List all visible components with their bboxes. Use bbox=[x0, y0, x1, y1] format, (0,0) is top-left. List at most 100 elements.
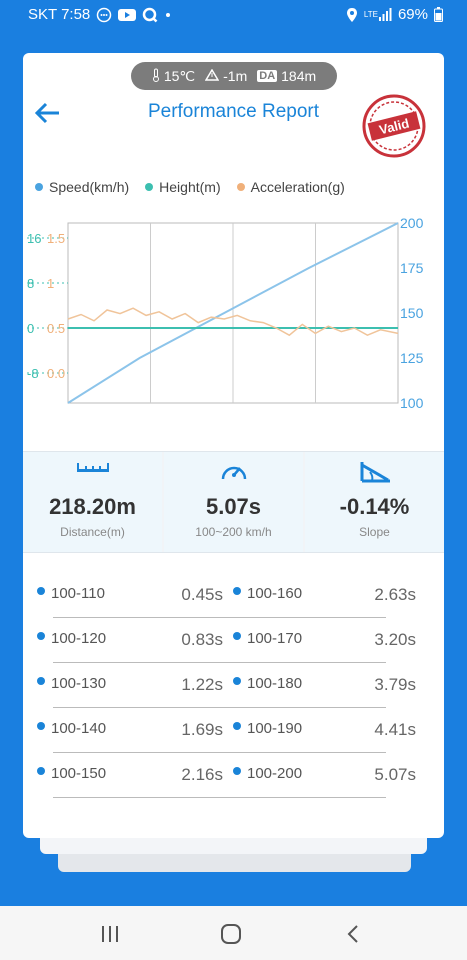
bullet-dot bbox=[233, 722, 241, 730]
density-altitude-value: 184m bbox=[281, 68, 317, 84]
split-range: 100-140 bbox=[51, 720, 107, 737]
bullet-dot bbox=[37, 767, 45, 775]
stat-distance: 218.20m Distance(m) bbox=[23, 452, 162, 552]
recent-apps-icon bbox=[102, 926, 118, 942]
legend-item-height: Height(m) bbox=[145, 177, 221, 197]
back-nav-button[interactable] bbox=[333, 920, 373, 948]
split-time: 2.16s bbox=[181, 765, 223, 784]
back-button[interactable] bbox=[31, 97, 63, 129]
search-app-icon bbox=[142, 7, 158, 23]
split-time: 0.45s bbox=[181, 585, 223, 604]
height-tick-label: 16 bbox=[27, 231, 41, 246]
lte-signal-icon: LTE bbox=[364, 7, 392, 22]
split-range: 100-200 bbox=[247, 765, 303, 782]
slope-label: Slope bbox=[359, 525, 390, 539]
speed-tick-label: 200 bbox=[400, 215, 424, 231]
legend-dot bbox=[35, 183, 43, 191]
time-value: 5.07s bbox=[205, 494, 262, 519]
distance-value: 218.20m bbox=[49, 494, 136, 519]
valid-stamp-icon: Valid bbox=[359, 93, 429, 159]
divider bbox=[53, 662, 386, 663]
split-row: 100-150 2.16s 100-200 5.07s bbox=[23, 753, 444, 798]
split-item: 100-180 3.79s bbox=[219, 663, 416, 708]
split-item: 100-120 0.83s bbox=[23, 618, 223, 663]
slope-icon bbox=[305, 460, 444, 484]
slope-value: -0.14% bbox=[339, 494, 410, 519]
split-range: 100-120 bbox=[51, 630, 107, 647]
battery-percent: 69% bbox=[397, 6, 428, 23]
stamp-label: Valid bbox=[378, 116, 411, 138]
page-title: Performance Report bbox=[147, 101, 320, 122]
da-badge: DA bbox=[257, 70, 278, 82]
speed-tick-label: 150 bbox=[400, 305, 424, 321]
legend-dot bbox=[145, 183, 154, 191]
split-range: 100-150 bbox=[51, 765, 107, 782]
youtube-icon bbox=[118, 8, 137, 22]
accel-tick-label: 0.0 bbox=[47, 366, 65, 381]
battery-icon bbox=[434, 7, 443, 22]
legend-label: Speed(km/h) bbox=[49, 179, 130, 195]
split-row: 100-140 1.69s 100-190 4.41s bbox=[23, 708, 444, 753]
legend-label: Height(m) bbox=[159, 179, 221, 195]
split-row: 100-120 0.83s 100-170 3.20s bbox=[23, 618, 444, 663]
split-range: 100-180 bbox=[247, 675, 303, 692]
bullet-dot bbox=[233, 767, 241, 775]
split-time: 2.63s bbox=[374, 585, 416, 604]
split-time: 4.41s bbox=[374, 720, 416, 739]
accel-tick-label: 1.5 bbox=[47, 231, 65, 246]
accel-tick-label: 0.5 bbox=[47, 321, 65, 336]
report-card: 15℃ -1m DA 184m Performance Report Valid bbox=[23, 53, 444, 838]
weather-pill: 15℃ -1m DA 184m bbox=[131, 62, 337, 90]
split-range: 100-110 bbox=[51, 585, 105, 602]
split-time: 0.83s bbox=[181, 630, 223, 649]
speed-tick-label: 100 bbox=[400, 395, 424, 411]
accel-tick-label: 1 bbox=[47, 276, 54, 291]
split-time: 1.69s bbox=[181, 720, 223, 739]
speedometer-icon bbox=[164, 460, 303, 484]
speed-tick-label: 175 bbox=[400, 260, 424, 276]
bullet-dot bbox=[233, 677, 241, 685]
split-item: 100-150 2.16s bbox=[23, 753, 223, 798]
split-item: 100-110 0.45s bbox=[23, 573, 223, 618]
split-time: 3.20s bbox=[374, 630, 416, 649]
split-item: 100-140 1.69s bbox=[23, 708, 223, 753]
status-bar: SKT 7:58 LTE 69% bbox=[0, 0, 467, 30]
location-icon bbox=[346, 7, 358, 23]
split-item: 100-200 5.07s bbox=[219, 753, 416, 798]
bullet-dot bbox=[233, 587, 241, 595]
height-tick-label: 0 bbox=[27, 321, 34, 336]
split-row: 100-110 0.45s 100-160 2.63s bbox=[23, 573, 444, 618]
home-icon bbox=[221, 924, 241, 944]
divider bbox=[53, 707, 386, 708]
ruler-icon bbox=[23, 460, 162, 484]
height-tick-label: -16 bbox=[27, 411, 46, 413]
acceleration-line bbox=[67, 307, 399, 337]
stats-row: 218.20m Distance(m) 5.07s 100~200 km/h -… bbox=[23, 451, 444, 553]
home-button[interactable] bbox=[211, 920, 251, 948]
legend-label: Acceleration(g) bbox=[250, 179, 345, 195]
legend-item-speed: Speed(km/h) bbox=[35, 177, 129, 197]
split-item: 100-190 4.41s bbox=[219, 708, 416, 753]
split-range: 100-130 bbox=[51, 675, 107, 692]
divider bbox=[53, 752, 386, 753]
split-item: 100-170 3.20s bbox=[219, 618, 416, 663]
message-icon bbox=[96, 7, 112, 23]
navigation-bar bbox=[0, 906, 467, 960]
split-time: 1.22s bbox=[181, 675, 223, 694]
chevron-left-icon bbox=[347, 925, 358, 943]
carrier-time: SKT 7:58 bbox=[28, 6, 91, 23]
notification-dot-icon bbox=[164, 11, 172, 19]
bullet-dot bbox=[37, 632, 45, 640]
stat-time: 5.07s 100~200 km/h bbox=[164, 452, 303, 552]
speed-tick-label: 125 bbox=[400, 350, 424, 366]
recent-apps-button[interactable] bbox=[90, 920, 130, 948]
thermometer-icon bbox=[152, 68, 160, 85]
arrow-left-icon bbox=[34, 102, 59, 124]
temperature-value: 15℃ bbox=[163, 67, 196, 84]
stat-slope: -0.14% Slope bbox=[305, 452, 444, 552]
altitude-value: -1m bbox=[223, 68, 248, 84]
divider bbox=[53, 617, 386, 618]
bullet-dot bbox=[37, 587, 45, 595]
altitude-icon bbox=[204, 68, 220, 84]
